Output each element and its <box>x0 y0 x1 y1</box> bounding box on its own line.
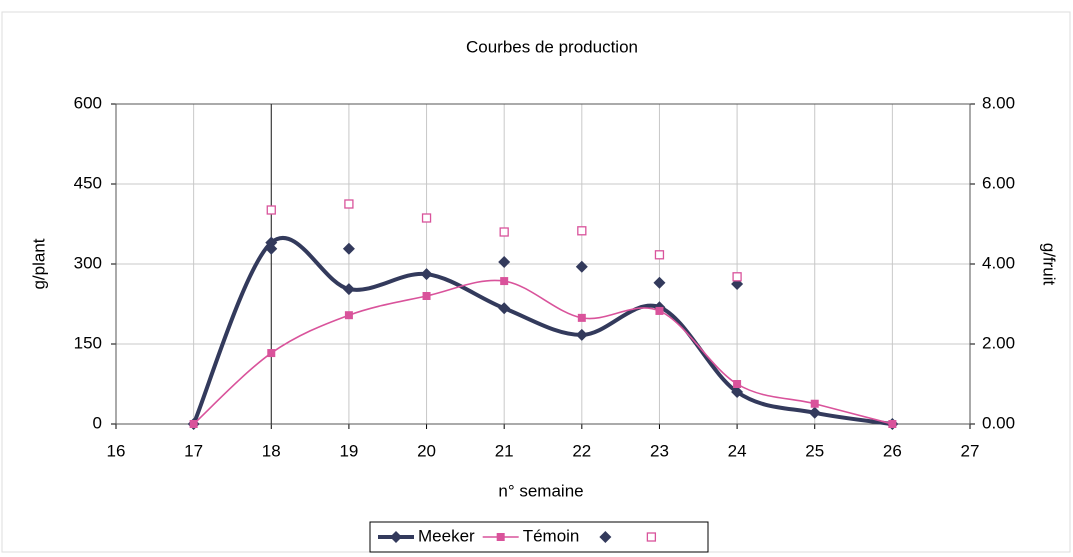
marker <box>500 277 509 286</box>
marker <box>342 242 355 255</box>
series-line <box>191 235 893 426</box>
x-tick-label: 16 <box>107 441 126 460</box>
marker <box>420 268 433 281</box>
legend-marker <box>646 532 657 542</box>
plot-frame <box>115 103 971 425</box>
y2-axis-label: g/fruit <box>1040 243 1059 286</box>
y-tick-label: 150 <box>74 333 102 352</box>
x-tick-label: 25 <box>805 441 824 460</box>
marker <box>575 260 588 273</box>
x-tick-label: 22 <box>572 441 591 460</box>
x-tick-label: 24 <box>728 441 747 460</box>
marker <box>577 313 586 322</box>
x-axis-label: n° semaine <box>498 481 583 500</box>
marker <box>265 236 278 249</box>
x-tick-label: 26 <box>883 441 902 460</box>
y2-tick-label: 6.00 <box>982 173 1015 192</box>
marker <box>733 380 742 388</box>
y-tick-label: 600 <box>74 93 102 112</box>
chart-title: Courbes de production <box>466 37 638 56</box>
chart-frame <box>1 11 1071 553</box>
x-tick-label: 27 <box>961 441 980 460</box>
marker <box>344 199 354 209</box>
marker <box>342 283 355 296</box>
marker <box>575 328 588 341</box>
x-tick-label: 19 <box>339 441 358 460</box>
legend-marker <box>599 531 612 543</box>
x-tick-label: 18 <box>262 441 281 460</box>
marker <box>344 311 353 320</box>
x-tick-label: 21 <box>495 441 514 460</box>
legend-marker <box>390 531 402 543</box>
marker <box>731 386 744 398</box>
series-line <box>193 279 893 425</box>
marker <box>577 226 587 236</box>
marker <box>189 420 198 428</box>
marker <box>888 420 897 428</box>
x-tick-label: 23 <box>650 441 669 460</box>
x-tick-label: 20 <box>417 441 436 460</box>
y-axis-label: g/plant <box>29 238 48 289</box>
marker <box>267 349 276 358</box>
marker <box>499 227 509 237</box>
marker <box>655 306 664 315</box>
marker <box>421 213 432 223</box>
marker <box>653 276 666 289</box>
x-tick-label: 17 <box>184 441 203 460</box>
marker <box>265 242 278 255</box>
marker <box>808 406 821 419</box>
marker <box>732 272 742 282</box>
y2-tick-label: 4.00 <box>982 253 1015 272</box>
y-tick-label: 300 <box>74 253 102 272</box>
legend-label: Meeker <box>418 526 475 545</box>
marker <box>498 302 511 315</box>
legend-label: Témoin <box>523 526 580 545</box>
y2-tick-label: 2.00 <box>982 333 1015 352</box>
legend-marker <box>496 533 505 541</box>
y-tick-label: 0 <box>93 413 102 432</box>
marker <box>498 256 511 268</box>
y-tick-label: 450 <box>74 173 102 192</box>
marker <box>422 292 431 300</box>
marker <box>654 250 665 260</box>
marker <box>266 205 276 215</box>
marker <box>810 399 819 408</box>
y2-tick-label: 0.00 <box>982 413 1015 432</box>
y2-tick-label: 8.00 <box>982 93 1015 112</box>
